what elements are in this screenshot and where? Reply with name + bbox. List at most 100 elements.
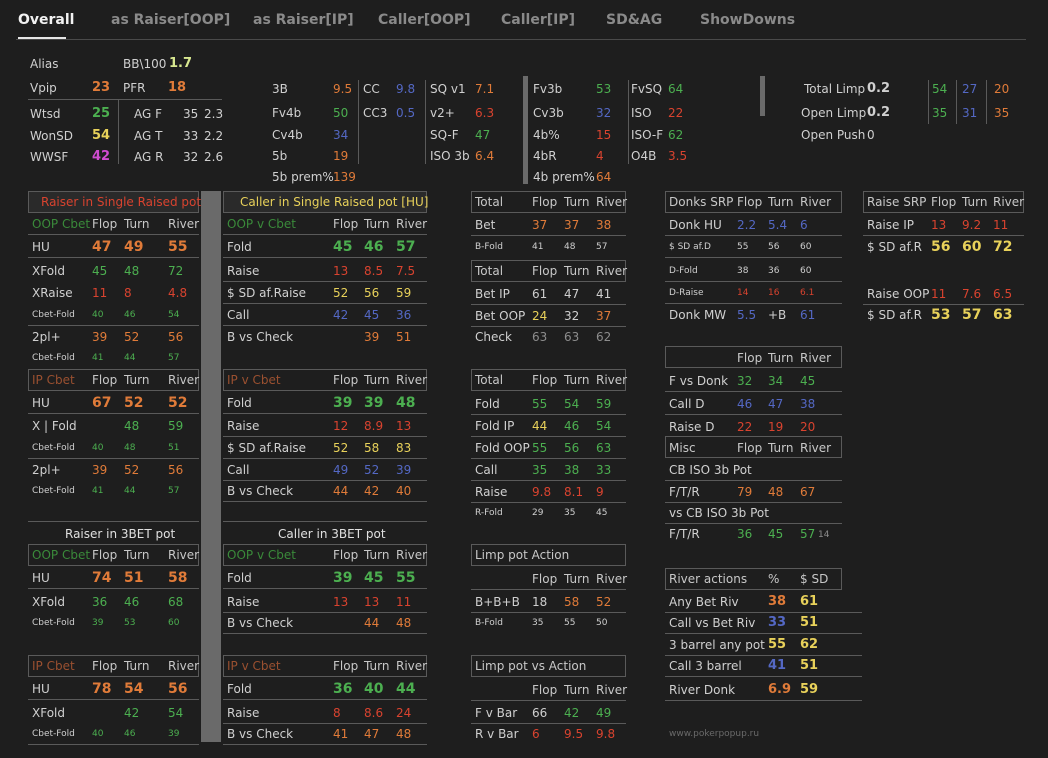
totals-2-col-1: Turn [564,264,590,278]
column-divider [201,191,221,742]
caller-srp-ip-row-3-c3: 39 [396,463,412,477]
donks-row-2-label: D-Fold [669,266,698,276]
caller-srp-oop-row-1-c2: 8.5 [364,264,384,278]
caller-srp-oop-row-2-c2: 56 [364,286,380,300]
raiser-3bet-ip-row-2-c1: 40 [92,729,104,739]
alias-label: Alias [30,57,59,71]
totals-3-row-2-c1: 55 [532,441,548,455]
caller-srp-ip-col-0: Flop [333,373,359,387]
totals-3-row-1-c2: 46 [564,419,580,433]
river-row-1-label: Call vs Bet Riv [669,616,756,630]
totals-3-row-1-c1: 44 [532,419,548,433]
limp-vs-row-1-c2: 9.5 [564,727,584,741]
open-push-label: Open Push [801,128,866,142]
limp-vs-row-0-c3: 49 [596,706,612,720]
caller-srp-ip-col-1: Turn [364,373,390,387]
pfr-value: 18 [168,80,187,95]
total-limp-value: 0.2 [867,81,891,96]
raiser-3bet-ip-row-1-c3: 54 [168,706,184,720]
raiser-srp-oop-row-1-label: XFold [32,264,65,278]
raiser-3bet-ip-col-1: Turn [124,659,150,673]
vs-donk-row-0-label: F vs Donk [669,374,729,388]
c5-value-1: 22 [668,106,684,120]
agt-label: AG T [134,129,163,143]
caller-srp-ip-row-1-label: Raise [227,419,260,433]
raiser-srp-oop-row-0-c2: 49 [124,239,144,255]
raiser-srp-ip-row-4-c2: 44 [124,486,136,496]
pfr-label: PFR [123,81,146,95]
caller-3bet-oop-col-0: Flop [333,548,359,562]
tab-caller-ip[interactable]: Caller[IP] [501,12,575,28]
raiser-3bet-title: Raiser in 3BET pot [65,527,176,541]
raiser-srp-ip-col-2: River [168,373,200,387]
totals-3-row-0-c1: 55 [532,397,548,411]
limp-pot-title: Limp pot Action [475,548,570,562]
vs-donk-row-1-c2: 47 [768,397,784,411]
donks-row-0-c3: 6 [800,218,808,232]
caller-srp-oop-row-3-c3: 36 [396,308,412,322]
vs-donk-row-2-c2: 19 [768,420,784,434]
misc-ftr1-label: F/T/R [669,485,700,499]
raiser-srp-ip-row-2-c2: 48 [124,443,136,453]
tab-caller-oop[interactable]: Caller[OOP] [378,12,471,28]
vpip-label: Vpip [30,81,57,95]
wwsf-value: 42 [92,149,111,164]
totals-3-row-3-label: Call [475,463,498,477]
raiser-3bet-ip-row-2-c3: 39 [168,729,180,739]
misc-col-1: Turn [768,441,794,455]
agf-factor: 2.3 [204,107,224,121]
vs-donk-row-1-label: Call D [669,397,705,411]
misc-title: Misc [669,441,696,455]
raiser-3bet-oop-row-1-c1: 36 [92,595,108,609]
caller-3bet-ip-row-2-label: B vs Check [227,727,294,741]
tab-as-raiser-oop[interactable]: as Raiser[OOP] [111,12,231,28]
river-row-1-sd: 51 [800,615,819,630]
donks-row-1-label: $ SD af.D [669,242,711,252]
caller-3bet-ip-row-1-c2: 8.6 [364,706,384,720]
raiser-3bet-ip-row-2-c2: 46 [124,729,136,739]
raiser-srp-oop-row-3-c1: 40 [92,310,104,320]
raiser-3bet-ip-row-0-c2: 54 [124,681,144,697]
donks-row-0-c1: 2.2 [737,218,757,232]
caller-srp-oop-row-1-label: Raise [227,264,260,278]
agt-value: 33 [183,129,199,143]
raiser-srp-ip-row-4-c3: 57 [168,486,180,496]
wwsf-label: WWSF [30,150,69,164]
caller-srp-oop-row-2-label: $ SD af.Raise [227,286,307,300]
raiser-3bet-oop-row-1-c2: 46 [124,595,140,609]
raiser-srp-ip-row-0-c3: 52 [168,395,188,411]
vs-donk-row-2-c3: 20 [800,420,816,434]
donks-row-3-c2: 16 [768,288,780,298]
footer-url: www.pokerpopup.ru [669,729,760,739]
totals-2-row-0-label: Bet IP [475,287,510,301]
river-row-2-label: 3 barrel any pot [669,638,765,652]
limp-pot-row-0-c1: 18 [532,595,548,609]
tab-sd-ag[interactable]: SD&AG [606,12,663,28]
limp-pot-row-1-c3: 50 [596,618,608,628]
totals-3-row-5-c1: 29 [532,508,544,518]
caller-3bet-ip-row-0-c2: 40 [364,681,384,697]
totals-1-row-1-c3: 57 [596,242,608,252]
raiser-srp-oop-row-3-c3: 54 [168,310,180,320]
raise-srp-row-1-c2: 60 [962,239,982,255]
donks-row-4-c1: 5.5 [737,308,757,322]
caller-srp-oop-row-4-label: B vs Check [227,330,294,344]
tab-overall[interactable]: Overall [18,12,75,28]
raiser-srp-header: Raiser in Single Raised pot [28,191,201,213]
totals-2-row-2-c1: 63 [532,330,548,344]
caller-srp-ip-col-2: River [396,373,428,387]
wtsd-label: Wtsd [30,107,61,121]
caller-3bet-oop-row-0-c3: 55 [396,570,416,586]
totals-3-col-2: River [596,373,628,387]
totals-1-row-0-label: Bet [475,218,496,232]
tab-as-raiser-ip[interactable]: as Raiser[IP] [253,12,354,28]
totals-3-row-2-label: Fold OOP [475,441,530,455]
caller-3bet-oop-row-2-label: B vs Check [227,616,294,630]
raiser-srp-ip-row-4-c1: 41 [92,486,104,496]
totals-3-row-5-c3: 45 [596,508,608,518]
tab-showdowns[interactable]: ShowDowns [700,12,796,28]
caller-srp-title: Caller in Single Raised pot [HU] [240,195,429,209]
river-title: River actions [669,572,748,586]
totals-1-row-0-c3: 38 [596,218,612,232]
totals-2-row-2-label: Check [475,330,512,344]
